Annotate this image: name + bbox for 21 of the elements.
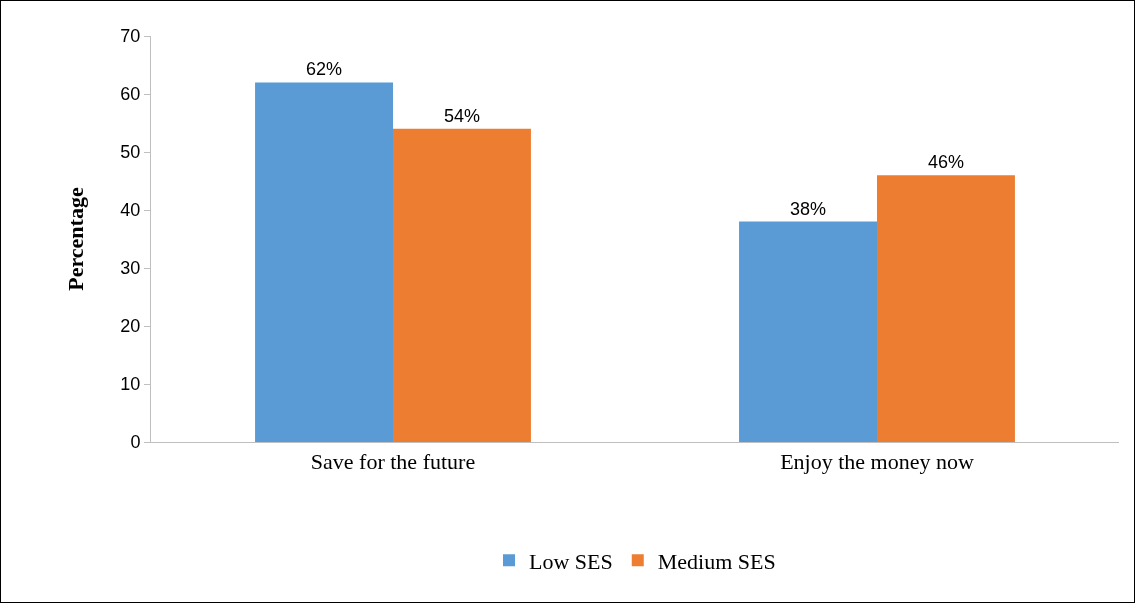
y-tick-label: 10 — [120, 374, 141, 395]
data-label: 54% — [443, 105, 480, 126]
legend-label: Medium SES — [657, 548, 776, 574]
bar — [739, 221, 877, 442]
bar — [877, 175, 1015, 442]
y-tick-label: 60 — [120, 84, 141, 105]
x-tick-label: Save for the future — [310, 449, 476, 475]
data-label: 46% — [927, 152, 964, 173]
y-tick-label: 50 — [120, 142, 141, 163]
data-label: 62% — [306, 59, 343, 80]
y-tick-label: 70 — [120, 26, 141, 47]
legend-label: Low SES — [529, 548, 613, 574]
y-tick-label: 30 — [120, 258, 141, 279]
y-tick-label: 0 — [130, 432, 141, 453]
y-axis-title: Percentage — [63, 187, 89, 291]
bar — [255, 82, 393, 442]
y-tick-label: 20 — [120, 316, 141, 337]
x-tick-label: Enjoy the money now — [780, 449, 974, 475]
data-label: 38% — [790, 198, 827, 219]
bar — [393, 128, 531, 442]
y-tick-label: 40 — [120, 200, 141, 221]
